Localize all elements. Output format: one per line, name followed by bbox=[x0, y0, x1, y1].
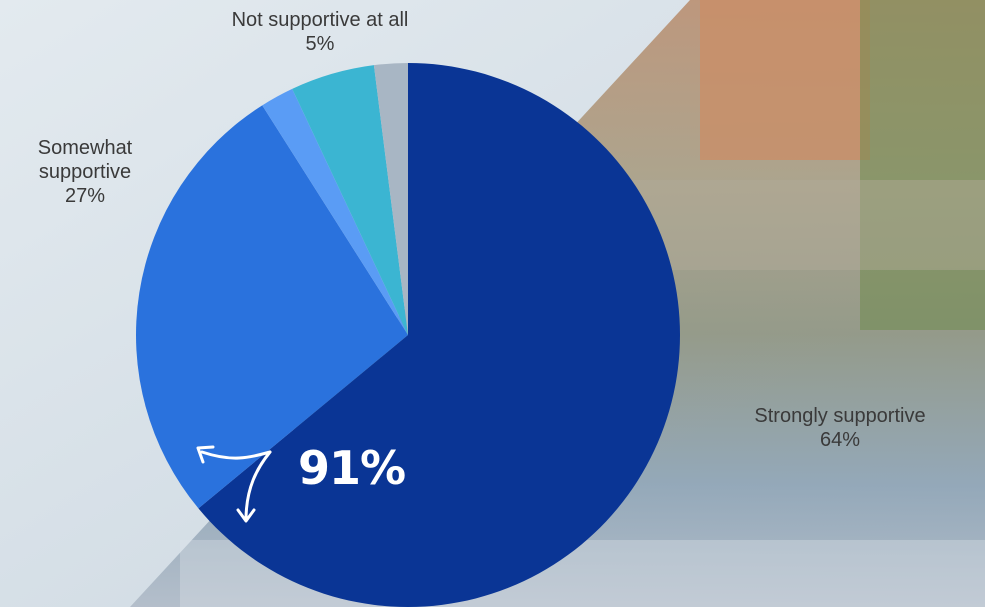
slice-label-line: Not supportive at all bbox=[231, 9, 409, 31]
slice-label-strongly-supportive: Strongly supportive 64% bbox=[705, 404, 975, 452]
pie-slice-2 bbox=[262, 88, 408, 335]
slice-label-line: Somewhat bbox=[37, 137, 133, 159]
slice-label-not-supportive-at-all: Not supportive at all 5% bbox=[175, 8, 465, 56]
slice-label-somewhat-supportive: Somewhat supportive 27% bbox=[10, 136, 160, 208]
split-arrows-icon bbox=[196, 445, 272, 523]
pie-slice-0 bbox=[198, 63, 680, 607]
slice-label-line: Strongly supportive bbox=[754, 405, 926, 427]
pie-slice-3 bbox=[292, 65, 408, 335]
total-supportive-callout: 91% bbox=[298, 441, 406, 495]
pie-slice-4 bbox=[373, 62, 408, 335]
slice-label-line: supportive bbox=[38, 161, 132, 183]
slice-value: 27% bbox=[64, 185, 106, 207]
pie-slice-1 bbox=[135, 105, 408, 509]
slice-value: 5% bbox=[305, 33, 335, 55]
slice-value: 64% bbox=[819, 429, 861, 451]
